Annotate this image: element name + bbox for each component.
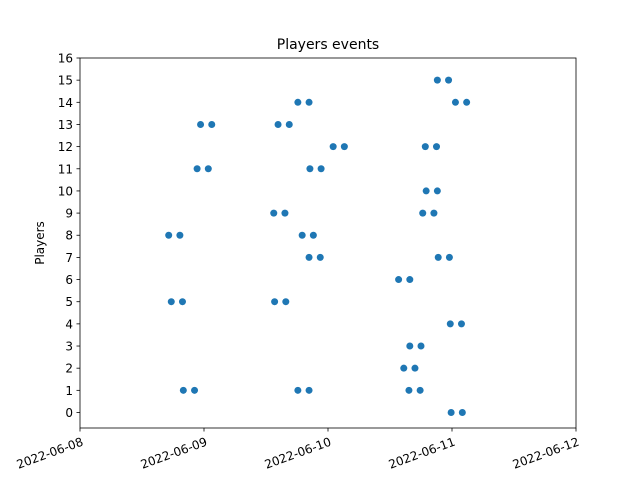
y-tick-label: 8 <box>65 229 73 243</box>
scatter-point <box>281 209 289 217</box>
scatter-point <box>179 386 187 394</box>
scatter-point <box>208 120 216 128</box>
scatter-point <box>400 364 408 372</box>
scatter-point <box>434 253 442 261</box>
scatter-point <box>463 98 471 106</box>
scatter-point <box>421 143 429 151</box>
scatter-point <box>193 165 201 173</box>
scatter-point <box>419 209 427 217</box>
scatter-point <box>416 386 424 394</box>
scatter-point <box>285 120 293 128</box>
scatter-point <box>309 231 317 239</box>
scatter-point <box>406 276 414 284</box>
scatter-point <box>271 298 279 306</box>
chart-title: Players events <box>277 37 379 53</box>
y-tick-label: 9 <box>65 207 73 221</box>
scatter-point <box>306 165 314 173</box>
scatter-point <box>447 408 455 416</box>
y-tick-label: 16 <box>58 52 73 66</box>
scatter-point <box>317 165 325 173</box>
y-tick-label: 1 <box>65 384 73 398</box>
scatter-point <box>457 320 465 328</box>
scatter-point <box>433 143 440 151</box>
scatter-point <box>446 320 454 328</box>
scatter-point <box>294 386 302 394</box>
plot-area-frame <box>79 57 577 429</box>
scatter-point <box>167 298 175 306</box>
y-tick-label: 10 <box>58 184 73 198</box>
y-tick-label: 11 <box>58 162 73 176</box>
scatter-point <box>445 253 453 261</box>
scatter-point <box>451 98 459 106</box>
y-tick-label: 5 <box>65 295 73 309</box>
scatter-point <box>270 209 278 217</box>
scatter-point <box>197 120 205 128</box>
y-tick-label: 4 <box>65 317 73 331</box>
scatter-point <box>176 231 184 239</box>
scatter-point <box>411 364 419 372</box>
scatter-point <box>417 342 425 350</box>
scatter-point <box>395 276 403 284</box>
scatter-point <box>274 120 282 128</box>
y-tick-label: 0 <box>65 406 73 420</box>
scatter-point <box>298 231 306 239</box>
scatter-point <box>165 231 173 239</box>
y-tick-label: 2 <box>65 362 73 376</box>
scatter-point <box>316 253 324 261</box>
scatter-point <box>305 98 313 106</box>
scatter-point <box>204 165 212 173</box>
y-tick-label: 12 <box>58 140 73 154</box>
scatter-point <box>329 143 337 151</box>
scatter-point <box>422 187 430 195</box>
data-points <box>165 76 471 416</box>
scatter-point <box>294 98 302 106</box>
y-tick-label: 6 <box>65 273 73 287</box>
scatter-point <box>430 209 438 217</box>
scatter-point <box>458 408 466 416</box>
scatter-point <box>282 298 290 306</box>
y-axis-label: Players <box>33 221 47 265</box>
scatter-point <box>191 386 199 394</box>
scatter-point <box>406 342 414 350</box>
scatter-point <box>340 143 348 151</box>
scatter-point <box>305 253 313 261</box>
scatter-point <box>445 76 453 84</box>
scatter-point <box>405 386 413 394</box>
y-tick-label: 15 <box>58 74 73 88</box>
scatter-point <box>433 187 441 195</box>
scatter-point <box>433 76 441 84</box>
y-tick-label: 13 <box>58 118 73 132</box>
y-tick-label: 14 <box>58 96 73 110</box>
y-tick-label: 3 <box>65 340 73 354</box>
scatter-point <box>178 298 186 306</box>
y-tick-label: 7 <box>65 251 73 265</box>
scatter-point <box>305 386 313 394</box>
